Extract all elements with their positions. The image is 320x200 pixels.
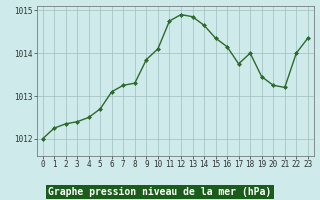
Text: Graphe pression niveau de la mer (hPa): Graphe pression niveau de la mer (hPa) — [48, 187, 272, 197]
